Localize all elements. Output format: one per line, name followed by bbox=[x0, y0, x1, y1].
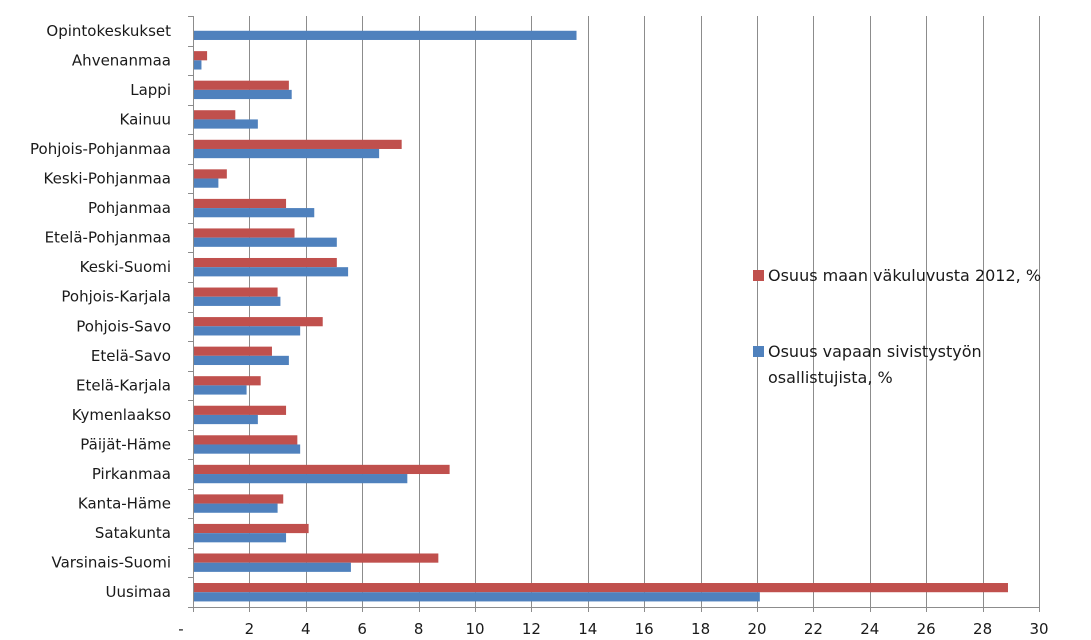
category-label: Pohjois-Pohjanmaa bbox=[30, 140, 171, 158]
x-tick-labels: -2 4 6 8 10 12 14 16 18 20 22 24 26 28 30 bbox=[178, 620, 1048, 638]
gridlines bbox=[249, 16, 1040, 607]
bar-participants bbox=[193, 60, 202, 70]
bar-participants bbox=[193, 355, 289, 366]
bar-participants bbox=[193, 326, 301, 336]
bar-population bbox=[193, 110, 236, 120]
bar-population bbox=[193, 494, 284, 504]
x-tick-label: 24 bbox=[860, 620, 879, 638]
axes bbox=[188, 16, 1040, 612]
x-tick-label: 8 bbox=[414, 620, 424, 638]
bar-participants bbox=[193, 533, 287, 543]
x-tick-label: 26 bbox=[917, 620, 936, 638]
category-label: Lappi bbox=[130, 81, 171, 99]
bar-population bbox=[193, 228, 295, 238]
category-label: Satakunta bbox=[95, 524, 171, 542]
bar-participants bbox=[193, 30, 577, 40]
bar-participants bbox=[193, 474, 408, 484]
category-labels: Opintokeskukset Ahvenanmaa Lappi Kainuu Pohj… bbox=[30, 22, 171, 601]
bar-participants bbox=[193, 296, 281, 306]
x-tick-label: 30 bbox=[1029, 620, 1048, 638]
bar-participants bbox=[193, 208, 315, 218]
bar-population bbox=[193, 198, 287, 209]
bar-population bbox=[193, 405, 287, 415]
legend-label: Osuus maan väkuluvusta 2012, % bbox=[768, 266, 1041, 285]
category-label: Pirkanmaa bbox=[92, 465, 171, 483]
bar-population bbox=[193, 583, 1008, 593]
bar-population bbox=[193, 435, 298, 445]
x-tick-label: 12 bbox=[522, 620, 541, 638]
bar-participants bbox=[193, 562, 351, 572]
category-label: Keski-Pohjanmaa bbox=[44, 170, 171, 188]
bar-population bbox=[193, 80, 289, 90]
bar-participants bbox=[193, 267, 349, 277]
x-tick-label: 20 bbox=[747, 620, 766, 638]
category-label: Pohjois-Karjala bbox=[61, 288, 171, 306]
legend-swatch bbox=[753, 270, 764, 281]
category-label: Pohjanmaa bbox=[88, 199, 171, 217]
bar-participants bbox=[193, 178, 219, 188]
bar-participants bbox=[193, 444, 301, 454]
category-label: Etelä-Karjala bbox=[76, 376, 171, 394]
legend-label: osallistujista, % bbox=[768, 368, 893, 387]
category-label: Pohjois-Savo bbox=[76, 317, 171, 335]
x-tick-label: 6 bbox=[357, 620, 367, 638]
bar-population bbox=[193, 287, 278, 297]
category-label: Uusimaa bbox=[106, 583, 171, 601]
bar-population bbox=[193, 523, 309, 534]
category-label: Ahvenanmaa bbox=[72, 51, 171, 69]
category-label: Kymenlaakso bbox=[72, 406, 171, 424]
bar-participants bbox=[193, 119, 258, 129]
bar-population bbox=[193, 51, 208, 61]
bar-participants bbox=[193, 503, 278, 513]
category-label: Opintokeskukset bbox=[46, 22, 171, 40]
bar-population bbox=[193, 346, 272, 356]
bar-participants bbox=[193, 148, 380, 159]
x-tick-label: 16 bbox=[635, 620, 654, 638]
x-tick-label: 2 bbox=[245, 620, 255, 638]
bar-population bbox=[193, 376, 261, 386]
category-label: Etelä-Pohjanmaa bbox=[45, 229, 171, 247]
category-label: Varsinais-Suomi bbox=[51, 554, 171, 572]
x-tick-label: 18 bbox=[691, 620, 710, 638]
bar-population bbox=[193, 553, 439, 563]
category-label: Etelä-Savo bbox=[91, 347, 171, 365]
category-label: Päijät-Häme bbox=[80, 436, 171, 454]
x-tick-label: 14 bbox=[578, 620, 597, 638]
x-tick-label: 22 bbox=[804, 620, 823, 638]
category-label: Keski-Suomi bbox=[80, 258, 171, 276]
bar-population bbox=[193, 169, 227, 179]
legend: Osuus maan väkuluvusta 2012, % Osuus vapa… bbox=[753, 266, 1041, 387]
category-label: Kanta-Häme bbox=[78, 495, 171, 513]
legend-swatch bbox=[753, 346, 764, 357]
legend-label: Osuus vapaan sivistystyön bbox=[768, 342, 982, 361]
bar-population bbox=[193, 139, 402, 149]
bar-participants bbox=[193, 592, 760, 602]
bar-population bbox=[193, 317, 323, 327]
x-tick-label: 10 bbox=[465, 620, 484, 638]
x-tick-label: 28 bbox=[973, 620, 992, 638]
bars bbox=[193, 30, 1008, 602]
bar-population bbox=[193, 257, 337, 268]
x-tick-label: 4 bbox=[301, 620, 311, 638]
bar-participants bbox=[193, 89, 292, 100]
bar-participants bbox=[193, 385, 247, 395]
bar-population bbox=[193, 464, 450, 475]
bar-participants bbox=[193, 414, 258, 425]
category-label: Kainuu bbox=[120, 110, 171, 128]
bar-participants bbox=[193, 237, 337, 247]
x-tick-label: - bbox=[178, 620, 183, 638]
